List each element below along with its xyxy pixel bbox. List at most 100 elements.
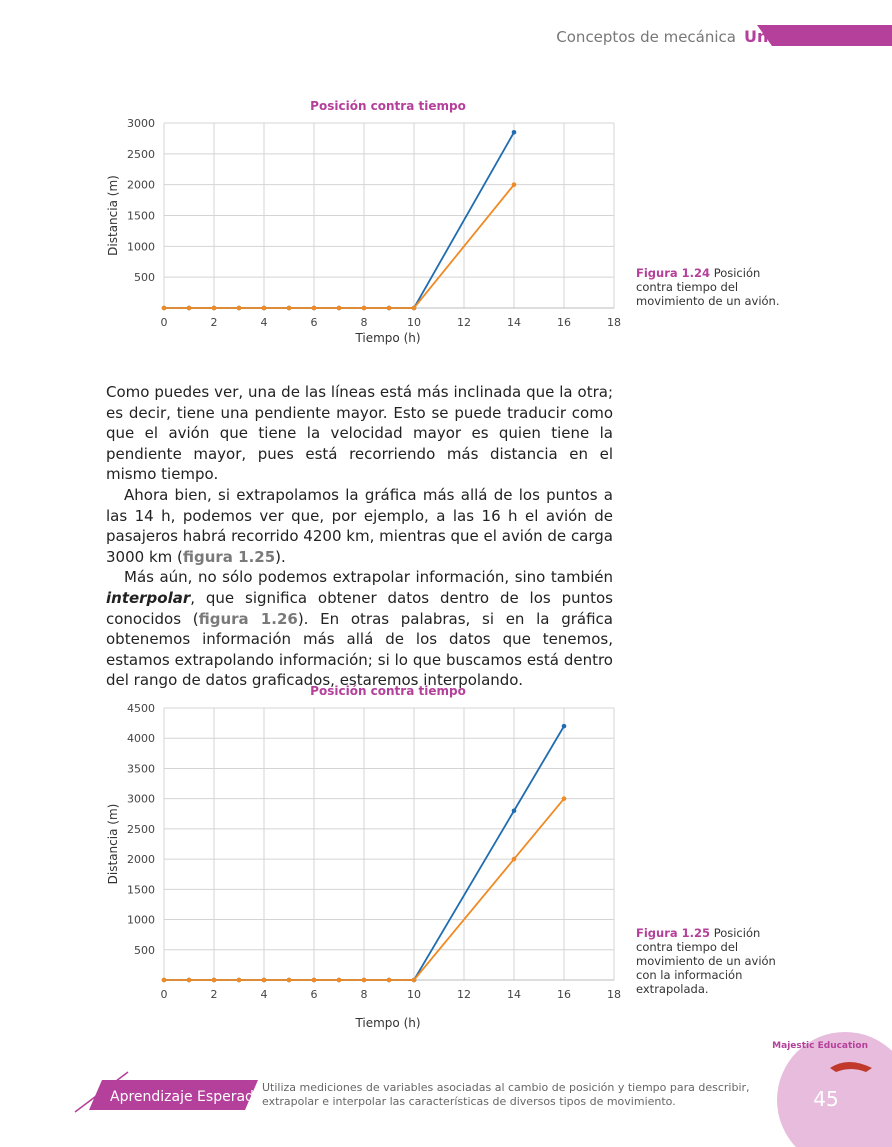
chart-title: Posición contra tiempo [310,684,466,698]
y-tick-label: 2000 [127,853,155,866]
unit-banner [757,25,892,46]
data-point [186,305,192,311]
y-tick-label: 4500 [127,702,155,715]
y-axis-label: Distancia (m) [106,804,120,885]
body-text: Como puedes ver, una de las líneas está … [106,382,613,691]
data-point [161,305,167,311]
data-point [511,856,517,862]
text-run: ). En otras palabras, si en la gráfica o… [106,609,613,690]
x-tick-label: 8 [361,316,368,329]
ref: figura 1.25 [182,547,276,566]
logo-mark [830,1062,872,1072]
page-circle [777,1032,892,1147]
data-point [411,305,417,311]
ref: figura 1.26 [198,609,298,628]
y-tick-label: 3000 [127,117,155,130]
series-line [164,131,515,309]
data-point [311,305,317,311]
caption: Figura 1.25 Posición contra tiempo del m… [636,926,796,996]
data-point [361,977,367,983]
y-tick-label: 1000 [127,914,155,927]
y-tick-label: 2500 [127,823,155,836]
data-point [311,977,317,983]
data-point [386,305,392,311]
x-tick-label: 14 [507,316,521,329]
x-axis-label: Tiempo (h) [354,1016,420,1030]
text-run: Como puedes ver, una de las líneas está … [106,383,613,484]
data-point [561,796,567,801]
x-tick-label: 12 [457,316,471,329]
y-tick-label: 3500 [127,762,155,775]
paragraph: Como puedes ver, una de las líneas está … [106,382,613,485]
data-point [286,977,292,983]
y-tick-label: 1000 [127,240,155,253]
data-point [361,305,367,311]
data-point [336,977,342,983]
caption-label: Figura 1.24 [636,266,711,280]
y-tick-label: 500 [134,944,155,957]
caption-text: Posición contra tiempo del movimiento de… [636,266,780,308]
x-tick-label: 8 [361,988,368,1001]
text-run: Ahora bien, si extrapolamos la gráfica m… [106,485,613,566]
caption-label: Figura 1.25 [636,926,711,940]
x-tick-label: 4 [261,316,268,329]
x-tick-label: 18 [607,316,621,329]
data-point [411,977,417,983]
term: interpolar [106,588,191,607]
page-number: 45 [813,1087,838,1111]
x-tick-label: 0 [161,316,168,329]
data-point [561,723,567,729]
data-point [511,129,517,135]
footer-stroke [74,1071,129,1113]
data-point [286,305,292,311]
x-tick-label: 10 [407,988,421,1001]
footer-banner [89,1080,258,1110]
data-point [261,977,267,983]
data-point [336,305,342,311]
y-tick-label: 4000 [127,732,155,745]
y-tick-label: 2500 [127,148,155,161]
x-axis-label: Tiempo (h) [354,331,420,345]
y-tick-label: 1500 [127,210,155,223]
text-run: Más aún, no sólo podemos extrapolar info… [124,568,613,587]
x-tick-label: 2 [211,988,218,1001]
data-point [386,977,392,983]
data-point [236,305,242,311]
y-tick-label: 3000 [127,793,155,806]
y-tick-label: 2000 [127,179,155,192]
x-tick-label: 18 [607,988,621,1001]
x-tick-label: 6 [311,988,318,1001]
footer-text: Utiliza mediciones de variables asociada… [262,1081,750,1108]
caption-text: Posición contra tiempo del movimiento de… [636,926,776,996]
header-section: Conceptos de mecánica [556,28,736,46]
x-tick-label: 10 [407,316,421,329]
paragraph: Ahora bien, si extrapolamos la gráfica m… [106,485,613,567]
text-run: ). [275,547,286,566]
data-point [211,977,217,983]
x-tick-label: 0 [161,988,168,1001]
data-point [186,977,192,983]
paragraph: Más aún, no sólo podemos extrapolar info… [106,567,613,691]
data-point [511,808,517,814]
y-axis-label: Distancia (m) [106,175,120,256]
data-point [236,977,242,983]
x-tick-label: 6 [311,316,318,329]
y-tick-label: 1500 [127,883,155,896]
x-tick-label: 16 [557,316,571,329]
x-tick-label: 4 [261,988,268,1001]
data-point [511,182,517,187]
chart-title: Posición contra tiempo [310,99,466,113]
data-point [261,305,267,311]
y-tick-label: 500 [134,271,155,284]
header-unit: Unidad 1. [744,27,830,46]
x-tick-label: 2 [211,316,218,329]
x-tick-label: 14 [507,988,521,1001]
data-point [161,977,167,983]
footer-label: Aprendizaje Esperado: [110,1089,267,1105]
text-run: , que significa obtener datos dentro de … [106,588,613,628]
x-tick-label: 12 [457,988,471,1001]
logo: Majestic Education [772,1041,868,1051]
series-line [164,184,515,309]
